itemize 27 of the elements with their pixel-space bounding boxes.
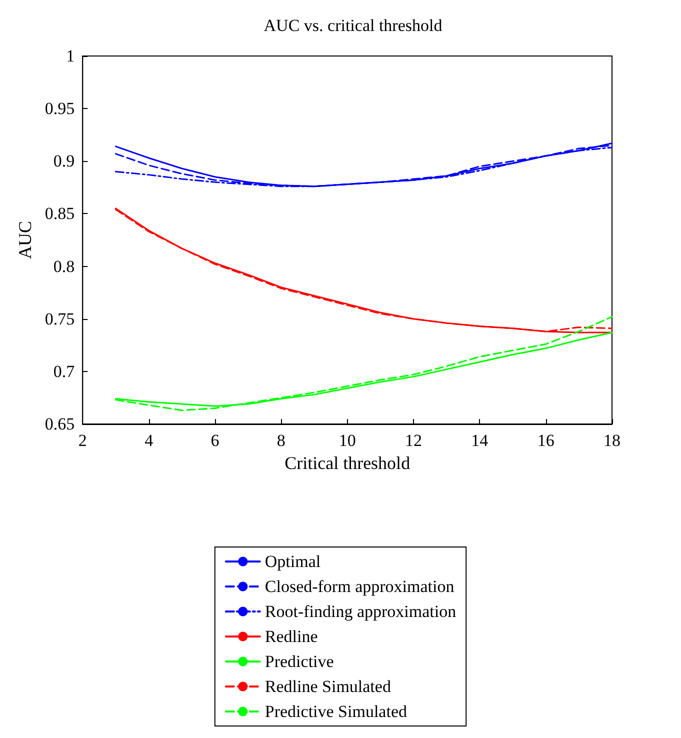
y-tick-label: 1 (66, 46, 75, 66)
y-tick-label: 0.65 (44, 414, 75, 434)
legend-label: Closed-form approximation (264, 577, 455, 596)
x-tick-label: 14 (471, 431, 489, 450)
x-tick-label: 6 (210, 431, 220, 450)
y-tick-label: 0.75 (44, 309, 75, 328)
legend-label: Predictive Simulated (264, 702, 408, 721)
y-axis-title: AUC (15, 220, 35, 260)
y-tick-label: 0.9 (53, 152, 75, 171)
x-tick-label: 8 (276, 431, 286, 450)
y-tick-label: 0.95 (44, 99, 75, 118)
y-tick-label: 0.7 (53, 362, 76, 381)
legend-label: Root-finding approximation (264, 602, 457, 621)
x-tick-label: 18 (604, 431, 620, 450)
chart-title: AUC vs. critical threshold (264, 16, 443, 35)
x-tick-label: 4 (144, 431, 154, 450)
x-tick-label: 10 (338, 431, 356, 450)
x-tick-label: 12 (404, 431, 422, 450)
legend-label: Optimal (264, 552, 321, 571)
x-axis-title: Critical threshold (284, 452, 410, 473)
x-tick-label: 2 (78, 431, 87, 450)
y-tick-label: 0.85 (44, 204, 75, 224)
legend-label: Redline Simulated (264, 677, 392, 696)
legend-label: Redline (264, 627, 318, 646)
y-tick-label: 0.8 (53, 256, 75, 276)
legend-label: Predictive (264, 652, 334, 671)
x-tick-label: 16 (537, 431, 554, 450)
